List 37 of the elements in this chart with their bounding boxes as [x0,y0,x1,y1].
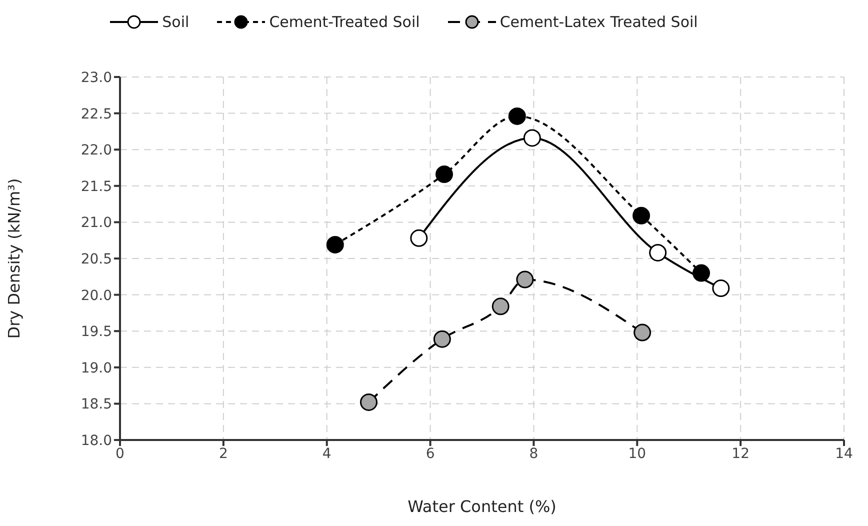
y-tick-label: 19.0 [80,360,112,376]
point [632,206,650,224]
x-axis-title: Water Content (%) [408,497,556,516]
y-tick-label: 19.5 [80,324,112,340]
y-tick-label: 22.5 [80,106,112,122]
point [326,236,344,254]
legend-label: Cement-Latex Treated Soil [500,13,698,31]
x-tick-label: 10 [628,446,646,462]
point [692,264,710,282]
y-tick-label: 21.5 [80,178,112,195]
point [436,166,453,184]
x-tick-label: 4 [322,446,332,462]
point [360,394,378,411]
point [410,229,428,247]
x-tick-label: 14 [835,446,853,462]
x-tick-label: 12 [732,446,750,462]
point [712,280,730,298]
x-tick-label: 8 [529,446,538,462]
point [523,129,541,147]
legend-label: Cement-Treated Soil [269,13,420,31]
x-tick-label: 0 [116,446,124,462]
point [433,330,451,348]
x-tick-label: 2 [218,446,228,462]
y-tick-label: 23.0 [80,70,112,86]
legend-label: Soil [162,13,190,31]
y-tick-label: 22.0 [80,142,112,159]
y-tick-label: 20.5 [80,251,112,268]
point [516,270,534,288]
y-tick-label: 18.0 [80,432,112,449]
y-tick-label: 20.0 [80,288,112,304]
point [649,244,667,262]
point [508,107,526,125]
y-tick-label: 18.5 [80,396,112,413]
point [634,324,652,342]
x-tick-label: 6 [426,446,435,462]
point [492,298,510,316]
y-tick-label: 21.0 [80,215,112,232]
